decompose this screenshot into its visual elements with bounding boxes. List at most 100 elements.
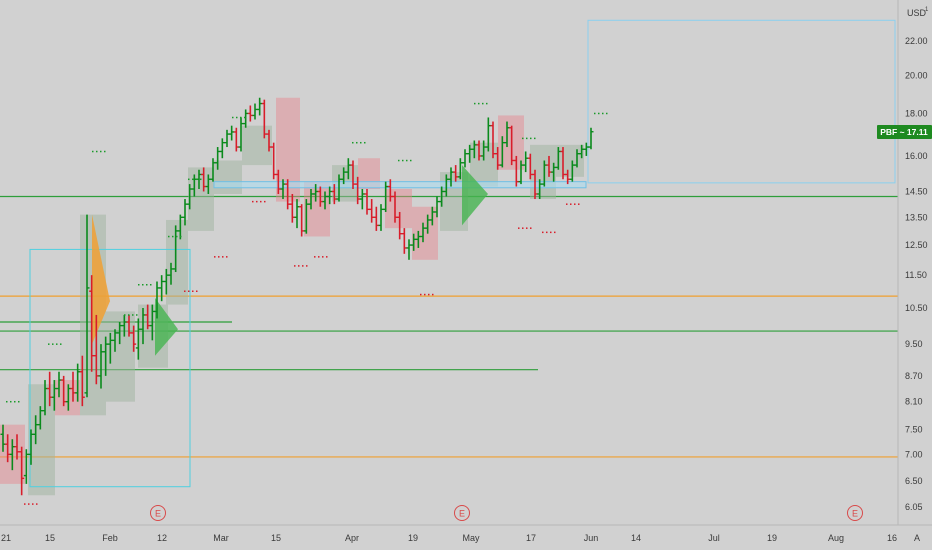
- ohlc-bar: [131, 325, 137, 352]
- earnings-marker[interactable]: E: [454, 505, 470, 521]
- date-tick-label: Jun: [584, 533, 599, 543]
- ohlc-bar: [490, 121, 496, 159]
- ohlc-bar: [443, 174, 449, 197]
- ohlc-bar: [42, 380, 48, 416]
- shaded-range-box[interactable]: [304, 181, 330, 237]
- ohlc-bar: [163, 268, 169, 295]
- earnings-marker[interactable]: E: [847, 505, 863, 521]
- ohlc-bar: [481, 140, 487, 161]
- price-tick-label: 6.50: [905, 476, 923, 486]
- ohlc-bar: [322, 191, 328, 210]
- date-tick-label: 19: [408, 533, 418, 543]
- ohlc-bar: [485, 117, 491, 152]
- ohlc-bar: [583, 142, 589, 156]
- ohlc-bar: [56, 371, 62, 398]
- outlined-box-left[interactable]: [29, 248, 191, 488]
- ohlc-bar: [233, 127, 239, 152]
- shaded-range-box[interactable]: [188, 167, 214, 231]
- ohlc-bar: [551, 162, 557, 182]
- ohlc-bar: [336, 174, 342, 202]
- shaded-range-box[interactable]: [28, 384, 55, 496]
- ohlc-bar: [89, 275, 95, 372]
- ohlc-bar: [79, 355, 85, 407]
- ohlc-bar: [331, 184, 337, 205]
- ohlc-bar: [182, 199, 188, 226]
- ohlc-bar: [588, 127, 594, 150]
- ohlc-bar: [51, 380, 57, 411]
- indicator-dot-group: [594, 112, 608, 115]
- shaded-range-box[interactable]: [214, 160, 242, 194]
- date-tick-label: 19: [767, 533, 777, 543]
- outlined-box-right[interactable]: [587, 19, 896, 184]
- ohlc-bar: [462, 149, 468, 168]
- date-tick-label: May: [462, 533, 480, 543]
- price-tick-label: 14.50: [905, 186, 928, 196]
- ohlc-series: [0, 97, 594, 496]
- ohlc-bar: [247, 105, 253, 122]
- ohlc-bar: [257, 97, 263, 116]
- earnings-marker[interactable]: E: [150, 505, 166, 521]
- ohlc-bar: [219, 138, 225, 159]
- ohlc-bar: [509, 125, 515, 166]
- volume-profile-green-1: [155, 297, 178, 356]
- earnings-marker-label: E: [852, 509, 858, 519]
- ohlc-bar: [103, 336, 109, 376]
- earnings-marker-label: E: [459, 509, 465, 519]
- volume-profile-green-2: [462, 165, 488, 226]
- ohlc-bar: [359, 189, 365, 210]
- shaded-range-box[interactable]: [242, 125, 272, 166]
- price-band-box[interactable]: [213, 181, 587, 189]
- ohlc-bar: [471, 140, 477, 159]
- ohlc-bar: [425, 214, 431, 234]
- ohlc-bar: [308, 189, 314, 210]
- indicator-dot-group: [168, 235, 182, 238]
- ohlc-bar: [457, 158, 463, 180]
- price-tick-label: 13.50: [905, 212, 928, 222]
- ohlc-bar: [285, 179, 291, 210]
- indicator-dot-group: [518, 227, 532, 229]
- ohlc-bar: [383, 181, 389, 212]
- shaded-range-box[interactable]: [412, 206, 438, 260]
- indicator-dot-group: [184, 290, 198, 293]
- ohlc-bar: [411, 233, 417, 251]
- ohlc-bar: [140, 307, 146, 345]
- ohlc-bar: [75, 363, 81, 402]
- ohlc-bar: [467, 144, 473, 163]
- shaded-range-box[interactable]: [385, 189, 412, 229]
- earnings-marker-label: E: [155, 509, 161, 519]
- indicator-dot-group: [542, 231, 556, 234]
- ohlc-bar: [168, 262, 174, 285]
- ohlc-bar: [238, 117, 244, 152]
- price-tick-label: 16.00: [905, 151, 928, 161]
- price-tick-label: 10.50: [905, 303, 928, 313]
- price-axis[interactable]: 22.00 20.00 18.00 16.00 14.50 13.50 12.50 11.50…: [897, 0, 929, 525]
- indicator-dot-group: [252, 200, 266, 203]
- ohlc-bar: [173, 225, 179, 273]
- indicator-dot-group: [24, 503, 38, 505]
- indicator-dots: [6, 102, 608, 505]
- ohlc-bar: [546, 155, 552, 177]
- date-tick-label: Feb: [102, 533, 118, 543]
- indicator-dot-group: [6, 400, 20, 403]
- shaded-range-box[interactable]: [556, 144, 584, 177]
- indicator-dot-group: [398, 159, 412, 162]
- ohlc-bar: [28, 429, 34, 465]
- price-tick-label: 22.00: [905, 36, 928, 46]
- ohlc-bar: [513, 155, 519, 187]
- ohlc-bar: [210, 158, 216, 182]
- ohlc-bar: [392, 191, 398, 223]
- indicator-dot-group: [188, 178, 202, 181]
- ohlc-bar: [476, 140, 482, 161]
- ohlc-bar: [355, 176, 361, 205]
- date-tick-label: 21: [1, 533, 11, 543]
- ohlc-bar: [47, 371, 53, 407]
- ohlc-bar: [499, 136, 505, 168]
- ohlc-bar: [378, 204, 384, 231]
- ohlc-bar: [397, 211, 403, 240]
- time-axis[interactable]: 21 15 Feb 12 Mar 15 Apr 19 May 17 Jun 14 Jul 19 Aug 16 A: [0, 524, 932, 543]
- ohlc-bar: [271, 142, 277, 180]
- ohlc-bar: [37, 406, 43, 430]
